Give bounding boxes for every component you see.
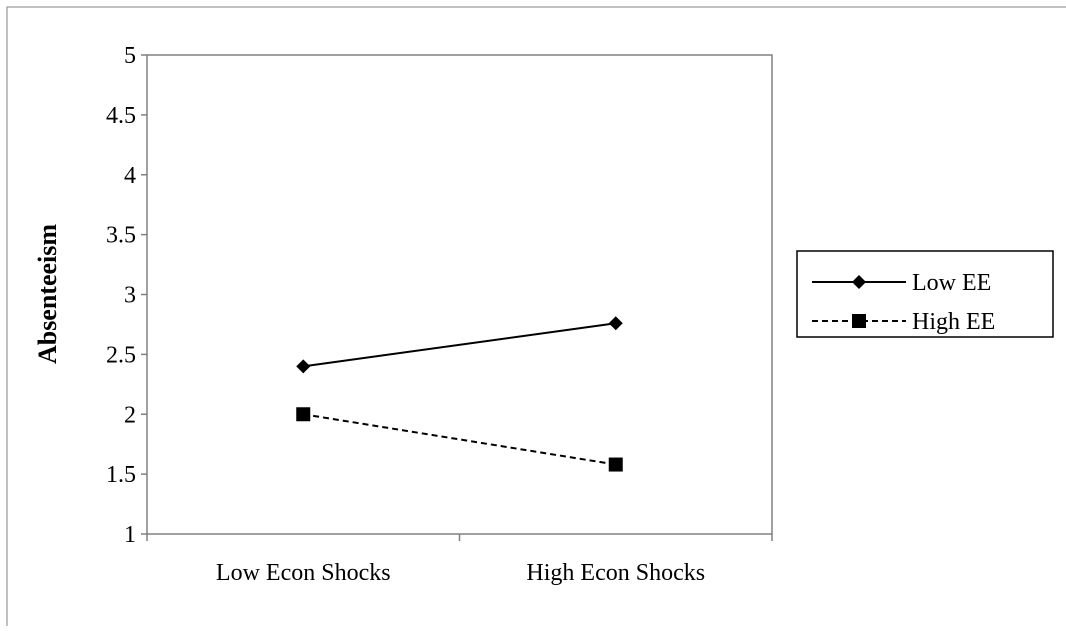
legend-label-high-ee: High EE bbox=[912, 309, 995, 335]
y-axis-title: Absenteeism bbox=[33, 224, 62, 364]
legend-marker-low-ee bbox=[852, 275, 866, 289]
legend: Low EE High EE bbox=[796, 250, 1054, 338]
y-tick-label: 4.5 bbox=[106, 103, 136, 129]
x-axis-ticks: Low Econ Shocks High Econ Shocks bbox=[146, 534, 773, 586]
legend-box bbox=[796, 250, 1054, 338]
y-tick-label: 2 bbox=[124, 402, 136, 428]
x-category-label: High Econ Shocks bbox=[526, 560, 705, 586]
legend-label-low-ee: Low EE bbox=[912, 270, 991, 296]
chart-area-border bbox=[6, 6, 1066, 631]
x-category-label: Low Econ Shocks bbox=[216, 560, 391, 586]
y-tick-label: 3 bbox=[124, 283, 136, 309]
legend-marker-high-ee bbox=[852, 314, 866, 328]
series-line-high-ee bbox=[303, 413, 616, 466]
plot-area bbox=[146, 54, 773, 535]
y-tick-label: 5 bbox=[124, 43, 136, 69]
data-point-high-ee bbox=[608, 457, 623, 472]
data-point-high-ee bbox=[296, 407, 311, 422]
y-tick-label: 3.5 bbox=[106, 223, 136, 249]
y-tick-label: 1 bbox=[124, 522, 136, 548]
data-point-low-ee bbox=[608, 316, 623, 331]
y-axis-ticks: 1 1.5 2 2.5 3 3.5 4 4.5 5 bbox=[106, 43, 147, 548]
series-line-low-ee bbox=[303, 322, 616, 368]
data-point-low-ee bbox=[296, 359, 311, 374]
y-tick-label: 1.5 bbox=[106, 462, 136, 488]
series-layer bbox=[296, 316, 623, 472]
y-tick-label: 2.5 bbox=[106, 342, 136, 368]
y-tick-label: 4 bbox=[124, 163, 136, 189]
